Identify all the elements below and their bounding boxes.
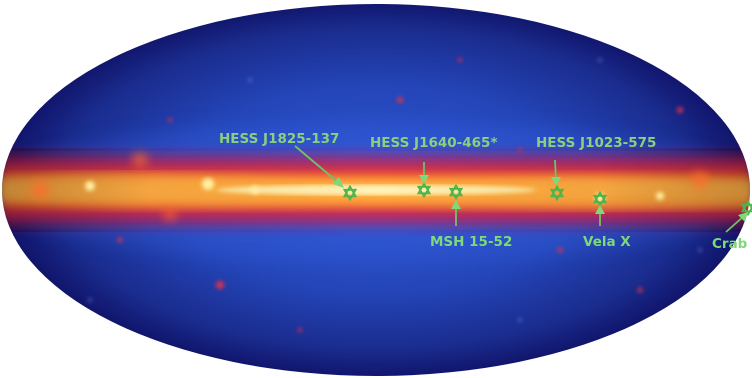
source-markers [342,181,752,217]
arrow-icon [551,177,561,186]
source-labels: HESS J1825-137 HESS J1640-465* HESS J102… [219,131,748,252]
arrow-icon [738,212,748,222]
arrow-icon [725,215,745,233]
arrow-icon [451,200,461,209]
galactic-plane [2,148,750,232]
label-msh-15-52: MSH 15-52 [430,234,512,250]
star-of-david-icon [592,190,608,208]
label-crab: Crab [712,236,748,252]
star-of-david-icon [342,184,358,202]
pointer-arrows [294,145,748,233]
arrow-icon [333,177,344,188]
background-sources [117,58,683,332]
label-hess-j1023: HESS J1023-575 [536,135,656,151]
star-of-david-icon [448,183,464,201]
arrow-icon [294,145,341,185]
star-of-david-icon [549,184,565,202]
arrow-icon [419,175,429,184]
star-of-david-icon [416,181,432,199]
star-of-david-icon [740,199,752,217]
arrow-icon [595,205,605,214]
label-hess-j1825: HESS J1825-137 [219,131,339,147]
label-hess-j1640: HESS J1640-465* [370,135,498,151]
label-vela-x: Vela X [583,234,631,250]
